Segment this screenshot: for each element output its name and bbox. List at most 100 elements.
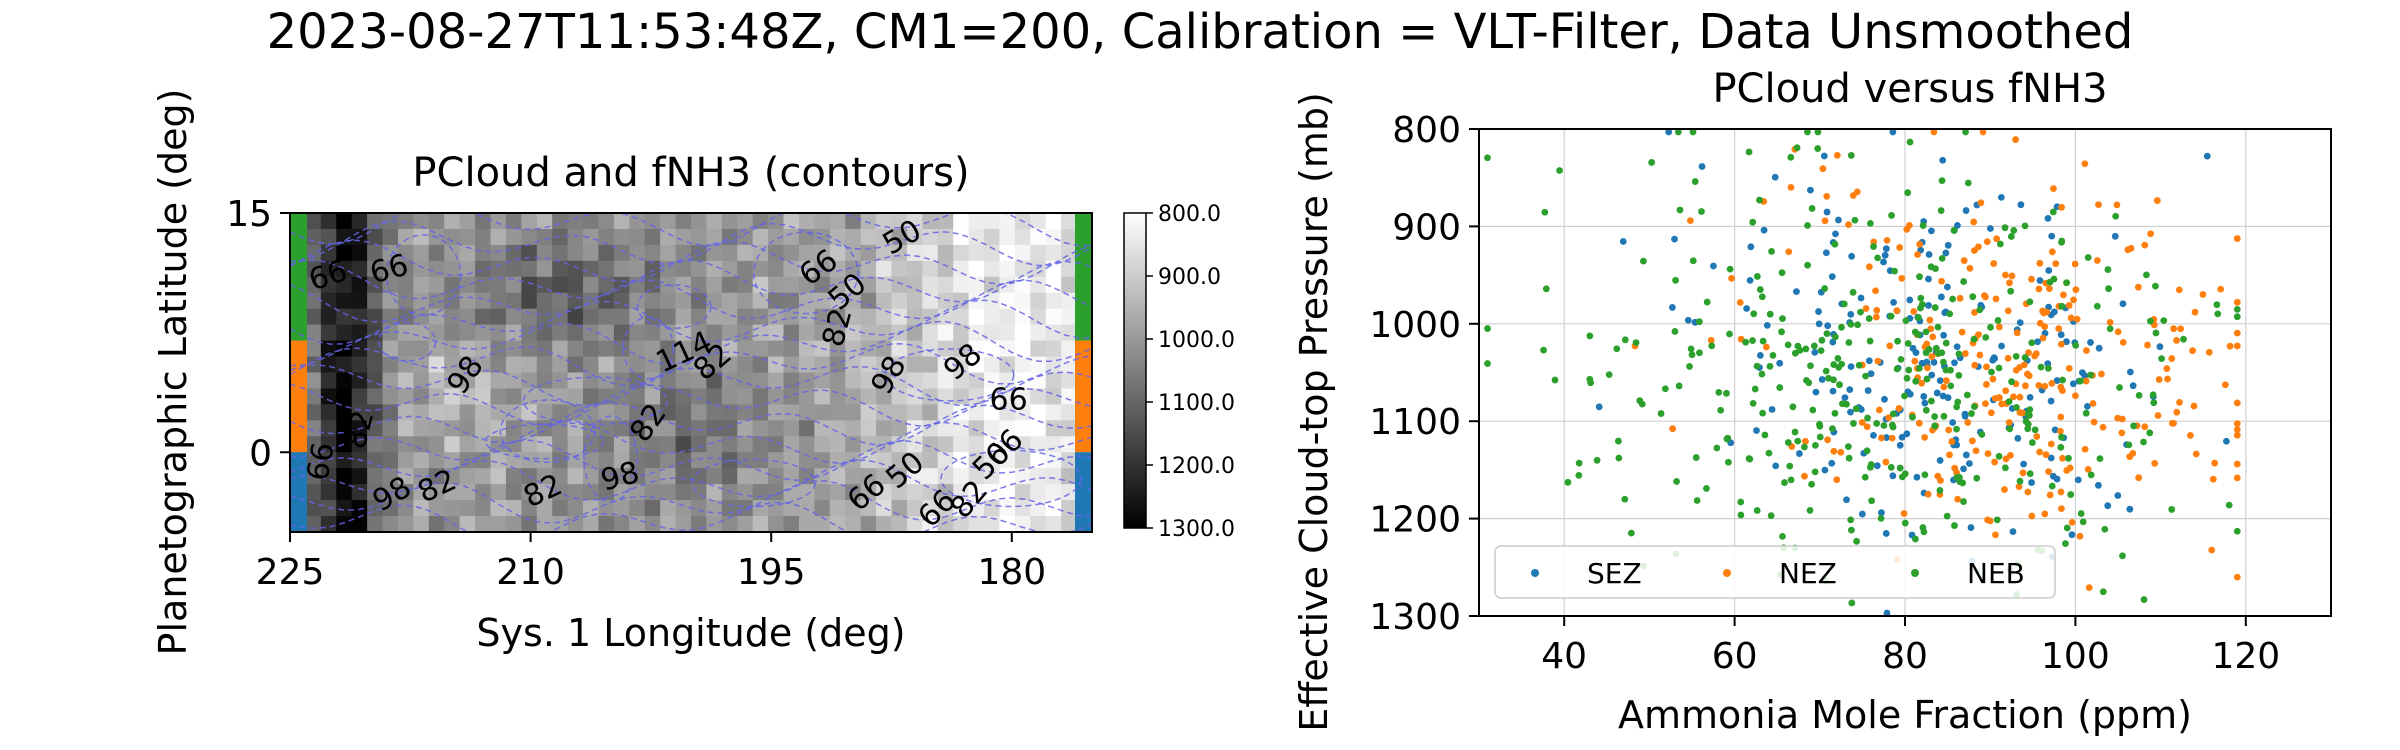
heatmap-cell (752, 292, 769, 310)
scatter-point (1834, 355, 1842, 362)
heatmap-cell (984, 452, 1001, 469)
y-tick-label: 800 (1392, 110, 1461, 151)
scatter-point (2028, 339, 2036, 347)
heatmap-cell (583, 228, 600, 246)
scatter-point (1889, 472, 1897, 480)
heatmap-cell (706, 324, 723, 342)
scatter-point (1942, 339, 1950, 347)
scatter-point (1961, 350, 1969, 357)
scatter-point (2072, 341, 2080, 349)
heatmap-cell (505, 516, 522, 533)
scatter-point (1937, 207, 1945, 214)
heatmap-cell (845, 228, 862, 246)
heatmap-cell (814, 452, 831, 469)
scatter-point (2101, 525, 2109, 533)
heatmap-cell (691, 500, 708, 517)
colorbar-tick-label: 1100.0 (1158, 391, 1235, 416)
scatter-point (1901, 519, 1909, 527)
scatter-point (1803, 376, 1810, 384)
scatter-point (2191, 308, 2199, 316)
scatter-point (1931, 413, 1939, 420)
scatter-point (2156, 343, 2164, 351)
heatmap-cell (860, 292, 877, 310)
scatter-point (1665, 129, 1673, 136)
heatmap-cell (598, 452, 615, 469)
heatmap-cell (675, 292, 692, 310)
heatmap-cell (320, 244, 337, 262)
scatter-point (1937, 293, 1945, 301)
heatmap-cell (768, 404, 785, 421)
scatter-point (2205, 348, 2213, 356)
scatter-point (2019, 469, 2027, 477)
heatmap-cell (536, 356, 553, 374)
x-tick-label: 210 (496, 552, 565, 593)
scatter-point (1870, 431, 1877, 439)
heatmap-cell (521, 244, 538, 262)
scatter-point (1759, 409, 1767, 417)
heatmap-cell (552, 340, 569, 358)
heatmap-cell (459, 468, 476, 485)
heatmap-cell (814, 213, 831, 230)
heatmap-cell (721, 516, 738, 533)
heatmap-cell (721, 500, 738, 517)
heatmap-cell (706, 228, 723, 246)
scatter-point (1850, 420, 1857, 427)
heatmap-cell (814, 260, 831, 278)
heatmap-cell (552, 356, 569, 374)
heatmap-cell (320, 516, 337, 533)
scatter-point (1968, 437, 1976, 445)
heatmap-cell (984, 276, 1001, 294)
scatter-point (1992, 531, 1999, 539)
heatmap-cell (521, 356, 538, 374)
heatmap-cell (953, 260, 970, 278)
heatmap-cell (397, 260, 414, 278)
heatmap-cell (644, 340, 661, 358)
heatmap-cell (953, 468, 970, 485)
scatter-point (1638, 400, 1646, 408)
heatmap-cell (397, 516, 414, 533)
heatmap-cell (567, 500, 584, 517)
scatter-point (2012, 366, 2020, 374)
scatter-point (1484, 360, 1491, 367)
scatter-point (1940, 412, 1948, 420)
scatter-point (1926, 316, 1934, 324)
heatmap-cell (1045, 292, 1062, 310)
heatmap-cell (737, 292, 754, 310)
scatter-point (2010, 393, 2017, 401)
scatter-point (2058, 238, 2065, 246)
heatmap-cell (845, 420, 862, 437)
heatmap-cell (783, 292, 800, 310)
heatmap-cell (521, 292, 538, 310)
scatter-point (1766, 362, 1774, 370)
heatmap-cell (413, 244, 430, 262)
heatmap-cell (613, 404, 630, 421)
scatter-point (1905, 366, 1913, 374)
band-marker-nez (290, 340, 307, 453)
scatter-point (1896, 244, 1904, 251)
heatmap-cell (413, 516, 430, 533)
heatmap-cell (305, 388, 322, 405)
scatter-point (2119, 338, 2127, 346)
heatmap-cell (968, 516, 985, 533)
heatmap-cell (428, 404, 445, 421)
contour-label: 66 (301, 440, 342, 484)
scatter-point (1849, 288, 1857, 296)
scatter-point (1808, 480, 1815, 488)
heatmap-cell (814, 292, 831, 310)
heatmap-cell (845, 484, 862, 501)
heatmap-cell (397, 276, 414, 294)
heatmap-cell (1061, 340, 1078, 358)
scatter-point (2036, 448, 2044, 456)
scatter-point (1982, 400, 1989, 408)
scatter-point (1900, 510, 1908, 517)
scatter-point (2050, 185, 2057, 192)
scatter-point (2045, 285, 2053, 293)
scatter-point (2098, 370, 2105, 378)
heatmap-cell (459, 308, 476, 326)
scatter-point (1776, 384, 1784, 391)
scatter-point (2058, 387, 2066, 394)
scatter-point (1837, 448, 1845, 456)
heatmap-cell (752, 452, 769, 469)
scatter-point (1977, 199, 1985, 207)
